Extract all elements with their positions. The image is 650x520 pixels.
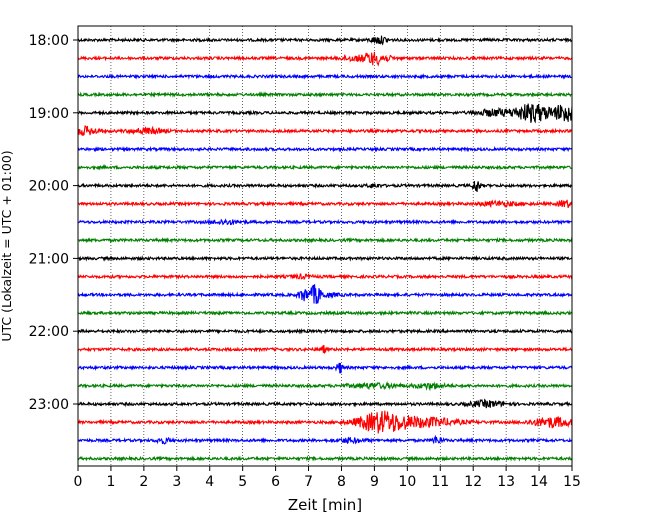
plot-frame	[77, 25, 573, 467]
seismic-trace	[77, 51, 573, 67]
seismic-trace	[77, 284, 573, 304]
x-tick-label: 10	[398, 474, 416, 490]
x-axis: 0 1 2 3 4 5 6 7 8 9 10 11 12 13 14 15	[74, 466, 581, 490]
seismic-trace	[77, 180, 573, 192]
seismic-trace	[77, 199, 573, 209]
x-tick-label: 11	[431, 474, 449, 490]
seismic-trace	[77, 218, 573, 226]
x-tick-label: 4	[205, 474, 214, 490]
seismic-trace	[77, 410, 573, 434]
seismic-trace	[77, 164, 573, 171]
y-tick-label: 23:00	[29, 397, 69, 413]
seismic-trace	[77, 73, 573, 80]
seismic-trace	[77, 255, 573, 262]
x-tick-label: 1	[106, 474, 115, 490]
x-tick-label: 9	[370, 474, 379, 490]
x-tick-label: 12	[464, 474, 482, 490]
y-axis-label: UTC (Lokalzeit = UTC + 01:00)	[0, 150, 14, 341]
x-tick-label: 14	[530, 474, 548, 490]
seismic-trace	[77, 398, 573, 409]
seismic-trace	[77, 272, 573, 281]
x-tick-label: 0	[74, 474, 83, 490]
seismic-trace	[77, 455, 573, 462]
y-tick-label: 20:00	[29, 179, 69, 195]
x-tick-label: 8	[337, 474, 346, 490]
x-axis-label: Zeit [min]	[288, 496, 362, 514]
x-tick-label: 15	[563, 474, 581, 490]
y-tick-label: 22:00	[29, 324, 69, 340]
seismic-trace	[77, 236, 573, 244]
grid-lines	[110, 26, 540, 466]
seismic-trace	[77, 380, 573, 392]
seismic-trace	[77, 91, 573, 98]
y-tick-label: 19:00	[29, 106, 69, 122]
seismic-trace	[77, 145, 573, 153]
x-tick-label: 13	[497, 474, 515, 490]
x-tick-label: 2	[139, 474, 148, 490]
x-tick-label: 5	[238, 474, 247, 490]
y-tick-label: 18:00	[29, 33, 69, 49]
seismic-trace	[77, 344, 573, 354]
x-tick-label: 3	[172, 474, 181, 490]
seismic-trace	[77, 362, 573, 374]
seismic-trace	[77, 35, 573, 46]
seismic-traces	[77, 35, 573, 462]
x-tick-label: 6	[271, 474, 280, 490]
seismic-trace	[77, 103, 573, 124]
seismic-trace	[77, 327, 573, 335]
y-axis: 18:00 19:00 20:00 21:00 22:00 23:00	[29, 33, 78, 413]
seismic-trace	[77, 124, 573, 136]
seismic-trace	[77, 309, 573, 317]
x-tick-label: 7	[304, 474, 313, 490]
seismic-trace	[77, 434, 573, 445]
y-tick-label: 21:00	[29, 251, 69, 267]
